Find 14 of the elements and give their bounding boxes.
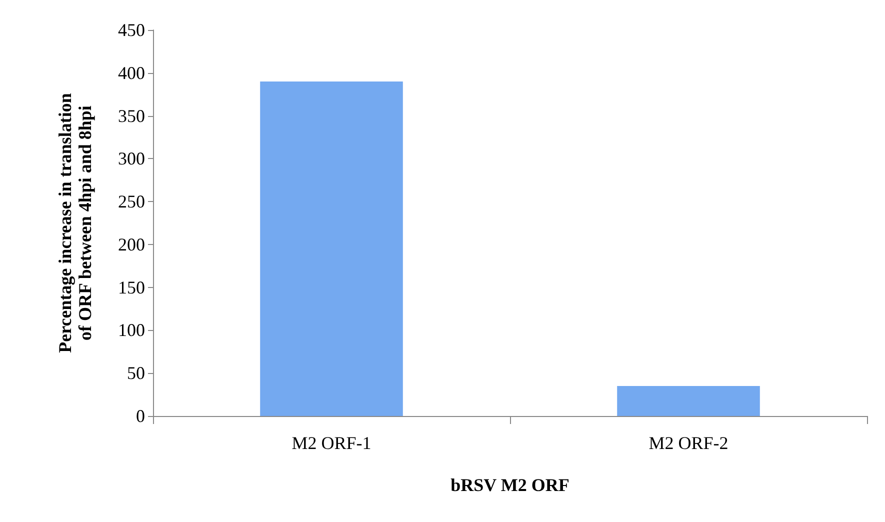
- y-tick-label: 150: [118, 277, 145, 298]
- y-tick-label: 400: [118, 62, 145, 83]
- y-tick-label: 350: [118, 106, 145, 126]
- x-tick-label: M2 ORF-1: [292, 433, 372, 453]
- y-tick-label: 450: [118, 20, 145, 40]
- y-axis-title: Percentage increase in translation of ORF between 4hpi and 8hpi: [55, 93, 95, 353]
- y-tick-label: 250: [118, 192, 145, 212]
- x-axis-title: bRSV M2 ORF: [450, 475, 570, 495]
- x-tick-label: M2 ORF-2: [648, 433, 728, 453]
- y-tick-label: 0: [136, 406, 145, 426]
- y-tick-label: 200: [118, 234, 145, 254]
- y-tick-label: 100: [118, 320, 145, 340]
- y-tick-label: 300: [118, 148, 145, 169]
- y-tick-label: 50: [127, 363, 145, 384]
